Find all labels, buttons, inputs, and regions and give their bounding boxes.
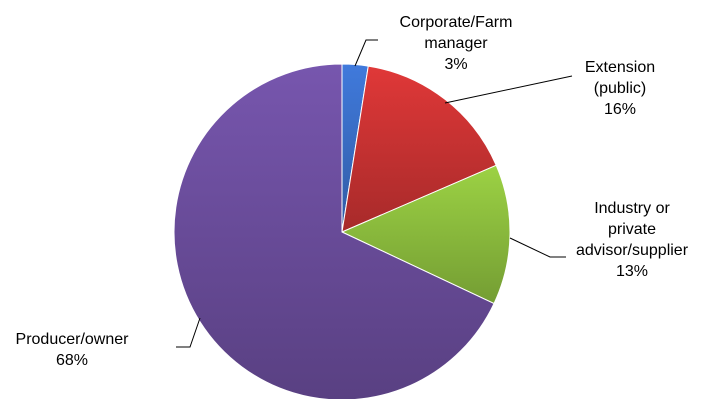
- slice-name-line-0-1: manager: [424, 35, 488, 52]
- leader-line-2: [509, 237, 566, 258]
- slice-name-line-1-0: Extension: [585, 59, 655, 76]
- leader-line-1: [444, 75, 573, 104]
- slice-labels: Corporate/Farm manager 3% Extension (public)…: [16, 14, 689, 369]
- leader-line-3: [176, 317, 201, 348]
- slice-label-1: Extension (public) 16%: [585, 59, 655, 118]
- pie-slice-2: [340, 164, 511, 305]
- leader-lines: [176, 39, 573, 348]
- slice-percent-0: 3%: [444, 56, 467, 73]
- slice-percent-2: 13%: [616, 263, 648, 280]
- slice-name-line-2-0: Industry or: [594, 200, 670, 217]
- slice-label-3: Producer/owner 68%: [16, 331, 130, 369]
- slice-name-line-2-2: advisor/supplier: [576, 242, 689, 259]
- slice-percent-1: 16%: [604, 101, 636, 118]
- leader-line-0: [354, 39, 378, 67]
- slice-percent-3: 68%: [56, 352, 88, 369]
- slice-name-line-3-0: Producer/owner: [16, 331, 130, 348]
- slice-name-line-2-1: private: [608, 221, 656, 238]
- slice-label-0: Corporate/Farm manager 3%: [400, 14, 513, 73]
- slice-name-line-0-0: Corporate/Farm: [400, 14, 513, 31]
- pie-slice-3: [173, 63, 495, 399]
- pie-slices: [173, 63, 511, 399]
- slice-label-2: Industry or private advisor/supplier 13%: [576, 200, 689, 280]
- pie-slice-1: [341, 65, 497, 233]
- slice-name-line-1-1: (public): [594, 80, 646, 97]
